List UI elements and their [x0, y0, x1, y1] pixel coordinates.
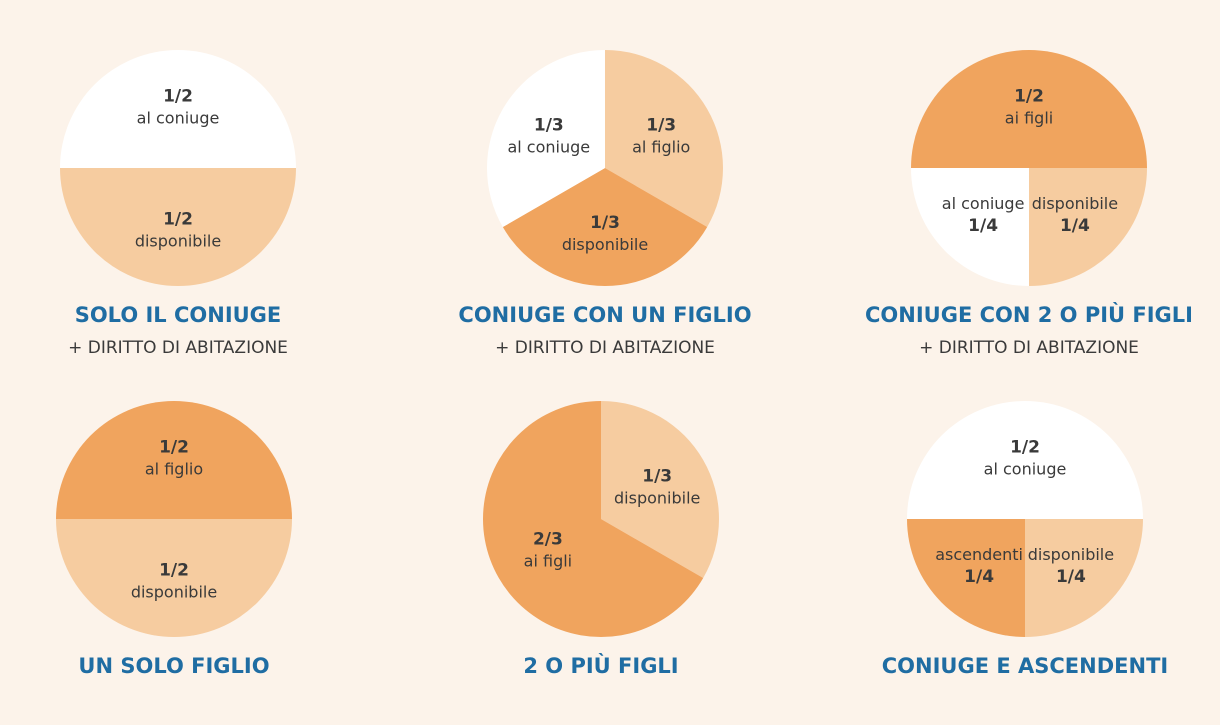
pie-chart-5: 1/3 disponibile 2/3 ai figli 2 O PIÙ FIGLI [482, 400, 719, 678]
slice-name-label: al coniuge [984, 460, 1067, 479]
slice-name-label: al figlio [145, 460, 203, 479]
chart-subtitle: + DIRITTO DI ABITAZIONE [495, 338, 715, 358]
chart-title: 2 O PIÙ FIGLI [523, 653, 678, 678]
pie-slice [911, 168, 1029, 286]
pie-chart-2: 1/3 al figlio 1/3 disponibile 1/3 al coniuge C… [458, 50, 752, 358]
pie-slice [907, 519, 1025, 637]
chart-title: CONIUGE E ASCENDENTI [882, 654, 1168, 678]
pie-slice [907, 401, 1143, 519]
pie-slice [60, 50, 296, 168]
slice-name-label: al coniuge [942, 194, 1025, 213]
chart-subtitle: + DIRITTO DI ABITAZIONE [919, 338, 1139, 358]
slice-fraction-label: 1/2 [159, 438, 189, 458]
pie-slice [486, 50, 605, 228]
slice-fraction-label: 1/3 [642, 467, 672, 487]
pie-chart-3: 1/2 ai figli disponibile 1/4 al coniuge 1/4 CO… [865, 50, 1193, 358]
chart-title: CONIUGE CON UN FIGLIO [458, 303, 751, 327]
slice-name-label: al figlio [632, 138, 690, 157]
slice-fraction-label: 1/4 [1060, 216, 1090, 236]
pie-slice [601, 401, 719, 578]
pie-chart-4: 1/2 al figlio 1/2 disponibile UN SOLO FIGLIO [56, 401, 292, 678]
slice-fraction-label: 1/2 [163, 209, 193, 229]
slice-name-label: ai figli [524, 552, 572, 571]
slice-name-label: disponibile [131, 582, 217, 601]
slice-fraction-label: 1/2 [159, 560, 189, 580]
pie-slice [1029, 168, 1147, 286]
slice-name-label: al coniuge [507, 138, 590, 157]
chart-title: SOLO IL CONIUGE [75, 303, 282, 327]
slice-name-label: ascendenti [935, 545, 1023, 564]
pie-slice [56, 519, 292, 637]
slice-name-label: disponibile [135, 231, 221, 250]
pie-slice [605, 50, 723, 227]
pie-slice [502, 168, 708, 286]
slice-name-label: disponibile [1032, 194, 1118, 213]
slice-fraction-label: 1/4 [964, 567, 994, 587]
slice-fraction-label: 1/4 [968, 216, 998, 236]
chart-subtitle: + DIRITTO DI ABITAZIONE [68, 338, 288, 358]
slice-fraction-label: 2/3 [533, 530, 563, 550]
pie-slice [60, 168, 296, 286]
chart-title: UN SOLO FIGLIO [78, 654, 269, 678]
slice-fraction-label: 1/4 [1056, 567, 1086, 587]
slice-fraction-label: 1/2 [163, 87, 193, 107]
slice-fraction-label: 1/2 [1014, 87, 1044, 107]
slice-fraction-label: 1/3 [646, 116, 676, 136]
slice-name-label: ai figli [1005, 109, 1053, 128]
slice-fraction-label: 1/2 [1010, 438, 1040, 458]
pie-slice [482, 400, 704, 638]
pie-slice [1025, 519, 1143, 637]
pie-slice [56, 401, 292, 519]
slice-name-label: disponibile [1028, 545, 1114, 564]
slice-name-label: disponibile [562, 235, 648, 254]
pie-slice [911, 50, 1147, 168]
slice-name-label: disponibile [614, 489, 700, 508]
chart-title: CONIUGE CON 2 O PIÙ FIGLI [865, 302, 1193, 327]
pie-chart-1: 1/2 al coniuge 1/2 disponibile SOLO IL CONIU… [60, 50, 296, 358]
slice-name-label: al coniuge [137, 109, 220, 128]
pie-chart-6: 1/2 al coniuge disponibile 1/4 ascendenti 1/4… [882, 401, 1168, 678]
slice-fraction-label: 1/3 [590, 213, 620, 233]
slice-fraction-label: 1/3 [534, 116, 564, 136]
